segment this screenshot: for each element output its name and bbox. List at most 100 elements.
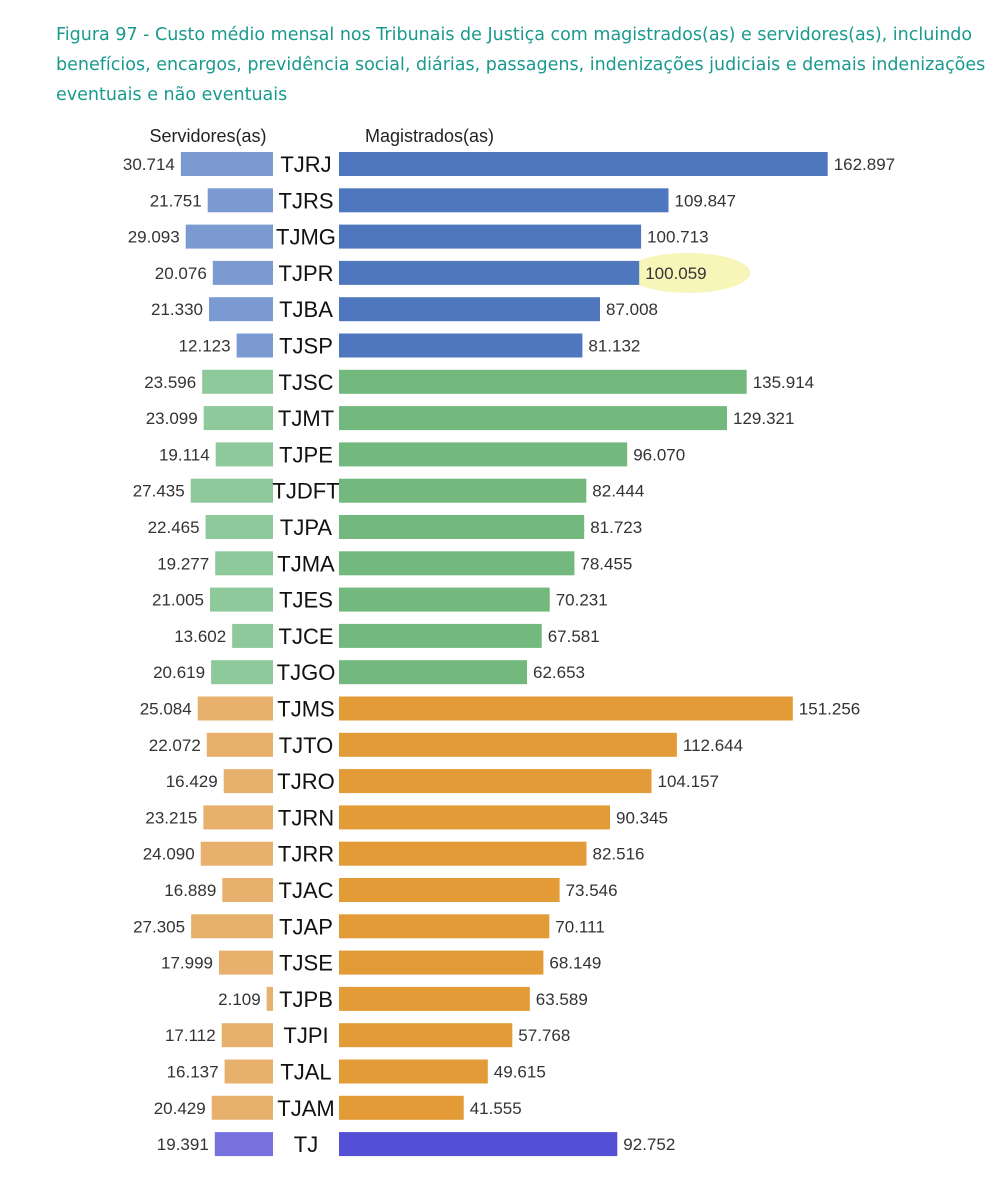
value-label-servidores-tjba: 21.330 <box>151 300 203 319</box>
category-label-tjam: TJAM <box>277 1096 334 1121</box>
category-label-tjpa: TJPA <box>280 515 332 540</box>
bar-magistrados-tjsc <box>339 369 747 394</box>
bar-servidores-tjpr <box>212 260 273 285</box>
category-label-tjpb: TJPB <box>279 987 333 1012</box>
category-label-tjes: TJES <box>279 588 333 613</box>
bar-magistrados-tjpi <box>339 1023 513 1048</box>
value-label-servidores-tjms: 25.084 <box>140 700 192 719</box>
bar-magistrados-tjto <box>339 732 677 757</box>
bar-servidores-tjba <box>209 297 273 322</box>
category-label-tjal: TJAL <box>280 1060 331 1085</box>
value-label-servidores-tjmg: 29.093 <box>128 228 180 247</box>
category-label-tjrr: TJRR <box>278 842 334 867</box>
highlight-layer <box>626 252 751 293</box>
category-label-tjto: TJTO <box>279 733 334 758</box>
value-label-magistrados-tjrj: 162.897 <box>834 155 895 174</box>
value-label-magistrados-tjce: 67.581 <box>548 627 600 646</box>
value-label-magistrados-tjpb: 63.589 <box>536 990 588 1009</box>
highlight-marker <box>626 252 751 293</box>
bar-magistrados-tjpb <box>339 986 530 1011</box>
bar-magistrados-tjap <box>339 914 550 939</box>
bar-servidores-tjrs <box>207 188 273 213</box>
category-label-tjdft: TJDFT <box>272 479 339 504</box>
bar-servidores-tjsp <box>236 333 273 358</box>
bar-magistrados-tjrs <box>339 188 669 213</box>
bar-servidores-tjto <box>206 732 273 757</box>
bar-magistrados-tjro <box>339 769 652 794</box>
value-label-servidores-tjce: 13.602 <box>174 627 226 646</box>
bar-magistrados-tjrr <box>339 841 587 866</box>
category-label-tjmg: TJMG <box>276 225 336 250</box>
bar-magistrados-tjam <box>339 1095 464 1120</box>
bar-servidores-tjse <box>219 950 273 975</box>
value-label-magistrados-tjsp: 81.132 <box>588 337 640 356</box>
bar-servidores-tjrn <box>203 805 273 830</box>
bar-magistrados-tjdft <box>339 478 587 503</box>
bar-servidores-tjam <box>211 1095 273 1120</box>
value-label-magistrados-tjpr: 100.059 <box>645 264 706 283</box>
left-series-header: Servidores(as) <box>149 126 266 146</box>
chart-title: Figura 97 - Custo médio mensal nos Tribu… <box>56 25 986 105</box>
value-label-servidores-tjpa: 22.465 <box>148 518 200 537</box>
value-label-magistrados-tjrr: 82.516 <box>593 845 645 864</box>
value-label-magistrados-tjto: 112.644 <box>683 736 743 755</box>
right-series-header: Magistrados(as) <box>365 126 494 146</box>
value-label-magistrados-tjma: 78.455 <box>580 554 632 573</box>
bar-magistrados-tjac <box>339 878 560 902</box>
bar-servidores-tjma <box>215 551 273 576</box>
category-label-tjgo: TJGO <box>277 660 336 685</box>
value-label-servidores-tjrn: 23.215 <box>145 808 197 827</box>
value-label-servidores-tjap: 27.305 <box>133 917 185 936</box>
category-label-tjba: TJBA <box>279 297 333 322</box>
category-label-tjac: TJAC <box>279 878 334 903</box>
value-label-magistrados-tjms: 151.256 <box>799 700 860 719</box>
value-label-magistrados-tjba: 87.008 <box>606 300 658 319</box>
bar-servidores-tjce <box>232 623 273 648</box>
value-label-servidores-tj: 19.391 <box>157 1135 209 1154</box>
bar-servidores-tjes <box>210 587 273 612</box>
value-label-magistrados-tjes: 70.231 <box>556 591 608 610</box>
value-label-servidores-tjsc: 23.596 <box>144 373 196 392</box>
value-label-servidores-tjrr: 24.090 <box>143 845 195 864</box>
bar-servidores-tjrj <box>180 152 273 176</box>
value-label-servidores-tjpr: 20.076 <box>155 264 207 283</box>
value-label-magistrados-tjrs: 109.847 <box>675 191 736 210</box>
bar-servidores-tjro <box>223 769 273 794</box>
category-label-tjsc: TJSC <box>279 370 334 395</box>
category-label-tjrs: TJRS <box>279 188 334 213</box>
bar-servidores-tjpe <box>215 442 273 467</box>
value-label-magistrados-tjrn: 90.345 <box>616 808 668 827</box>
category-label-tjap: TJAP <box>279 914 333 939</box>
bar-servidores-tjmt <box>203 406 273 431</box>
value-label-servidores-tjdft: 27.435 <box>133 482 185 501</box>
bar-magistrados-tjgo <box>339 660 527 685</box>
value-label-magistrados-tjdft: 82.444 <box>592 482 644 501</box>
bar-servidores-tjal <box>224 1059 273 1084</box>
value-label-servidores-tjpi: 17.112 <box>165 1026 216 1045</box>
bar-servidores-tjsc <box>202 369 273 394</box>
bars-layer: 30.714 TJRJ 162.897 21.751 TJRS 109.847 29.093… <box>123 152 895 1157</box>
bar-servidores-tjms <box>197 696 273 721</box>
bar-magistrados-tjes <box>339 587 550 612</box>
category-label-tjms: TJMS <box>277 697 334 722</box>
value-label-magistrados-tjpa: 81.723 <box>590 518 642 537</box>
bar-magistrados-tjse <box>339 950 544 975</box>
value-label-servidores-tjsp: 12.123 <box>179 337 231 356</box>
bar-servidores-tjac <box>222 878 273 902</box>
bar-magistrados-tjpa <box>339 515 585 539</box>
bar-magistrados-tjrn <box>339 805 610 830</box>
value-label-magistrados-tjse: 68.149 <box>549 954 601 973</box>
value-label-servidores-tjro: 16.429 <box>166 772 218 791</box>
bar-magistrados-tjrj <box>339 152 828 176</box>
value-label-servidores-tjal: 16.137 <box>167 1063 219 1082</box>
value-label-magistrados-tjsc: 135.914 <box>753 373 814 392</box>
value-label-magistrados-tjam: 41.555 <box>470 1099 522 1118</box>
value-label-servidores-tjes: 21.005 <box>152 591 204 610</box>
bar-servidores-tjpi <box>221 1023 273 1048</box>
value-label-servidores-tjma: 19.277 <box>157 554 209 573</box>
value-label-servidores-tjse: 17.999 <box>161 954 213 973</box>
value-label-servidores-tjpe: 19.114 <box>159 445 210 464</box>
category-label-tjpe: TJPE <box>279 442 333 467</box>
bar-servidores-tjmg <box>185 224 273 249</box>
bar-magistrados-tjmg <box>339 224 642 249</box>
